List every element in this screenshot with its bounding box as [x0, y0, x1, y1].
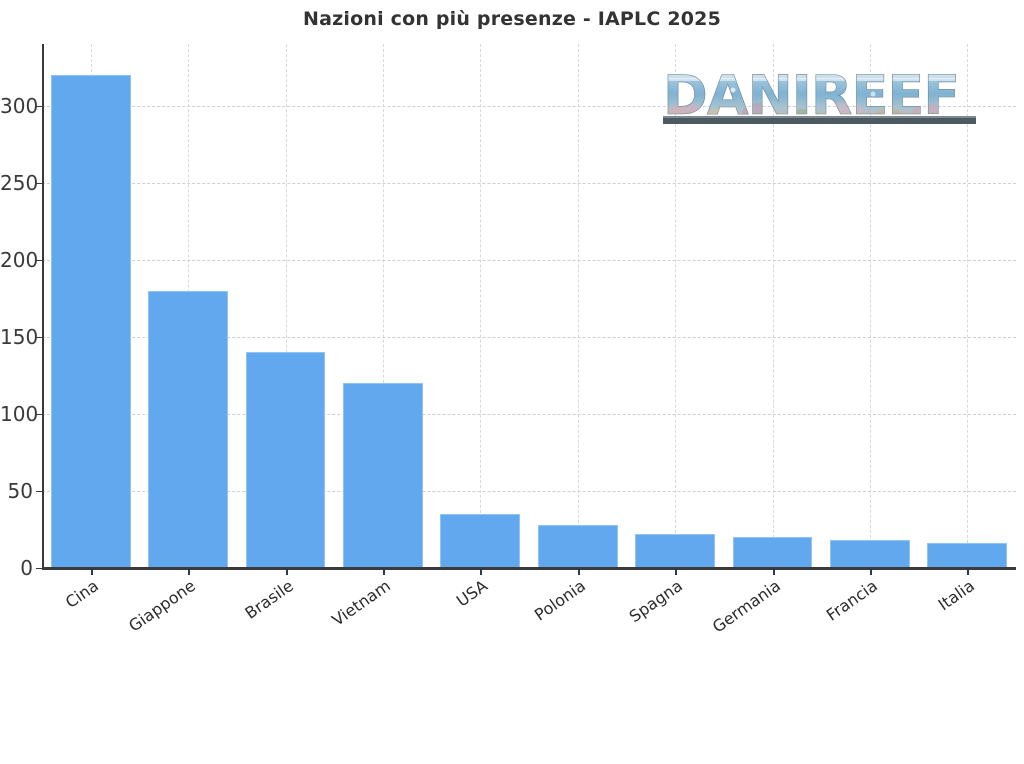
- y-tick-label: 100: [0, 401, 39, 426]
- y-axis-spine: [42, 44, 44, 569]
- gridline-vertical: [480, 44, 482, 568]
- x-tick-mark: [188, 568, 191, 575]
- gridline-horizontal: [42, 413, 1016, 415]
- y-tick-label: 200: [0, 247, 39, 272]
- gridline-vertical: [577, 44, 579, 568]
- gridline-vertical: [967, 44, 969, 568]
- bar[interactable]: [732, 537, 813, 568]
- x-tick-mark: [967, 568, 970, 575]
- danireef-watermark-logo: DANIREEF: [663, 66, 976, 128]
- bar[interactable]: [50, 74, 131, 568]
- y-tick-mark: [36, 105, 43, 107]
- x-tick-mark: [869, 568, 872, 575]
- bar[interactable]: [829, 540, 910, 568]
- y-tick-mark: [36, 568, 43, 569]
- gridline-vertical: [869, 44, 871, 568]
- x-axis-spine: [42, 567, 1016, 570]
- bar[interactable]: [635, 534, 716, 568]
- gridline-vertical: [382, 44, 384, 568]
- x-tick-mark: [382, 568, 385, 575]
- gridline-vertical: [772, 44, 774, 568]
- y-tick-label: 50: [7, 478, 33, 503]
- y-tick-label: 150: [0, 324, 39, 349]
- y-tick-mark: [36, 413, 43, 415]
- gridline-vertical: [285, 44, 287, 568]
- gridline-horizontal: [42, 105, 1016, 107]
- bar[interactable]: [342, 383, 423, 568]
- x-tick-mark: [675, 568, 678, 575]
- gridline-horizontal: [42, 182, 1016, 184]
- y-tick-mark: [36, 490, 43, 492]
- x-tick-mark: [480, 568, 483, 575]
- y-tick-label: 300: [0, 93, 39, 118]
- y-tick-label: 250: [0, 170, 39, 195]
- bar[interactable]: [245, 352, 326, 568]
- y-tick-mark: [36, 259, 43, 261]
- chart-title: Nazioni con più presenze - IAPLC 2025: [303, 8, 721, 30]
- bar[interactable]: [537, 524, 618, 568]
- gridline-vertical: [675, 44, 677, 568]
- gridline-horizontal: [42, 490, 1016, 492]
- x-tick-mark: [577, 568, 580, 575]
- gridline-horizontal: [42, 336, 1016, 338]
- x-tick-mark: [772, 568, 775, 575]
- x-tick-mark: [285, 568, 288, 575]
- gridline-horizontal: [42, 259, 1016, 261]
- bar[interactable]: [927, 543, 1008, 568]
- x-tick-mark: [90, 568, 93, 575]
- plot-area: [42, 44, 1016, 568]
- chart-figure: Nazioni con più presenze - IAPLC 2025 0 5…: [0, 8, 1016, 637]
- y-tick-mark: [36, 182, 43, 184]
- bar[interactable]: [440, 514, 521, 568]
- y-tick-label: 0: [20, 556, 33, 580]
- y-tick-mark: [36, 336, 43, 338]
- bar[interactable]: [148, 290, 229, 568]
